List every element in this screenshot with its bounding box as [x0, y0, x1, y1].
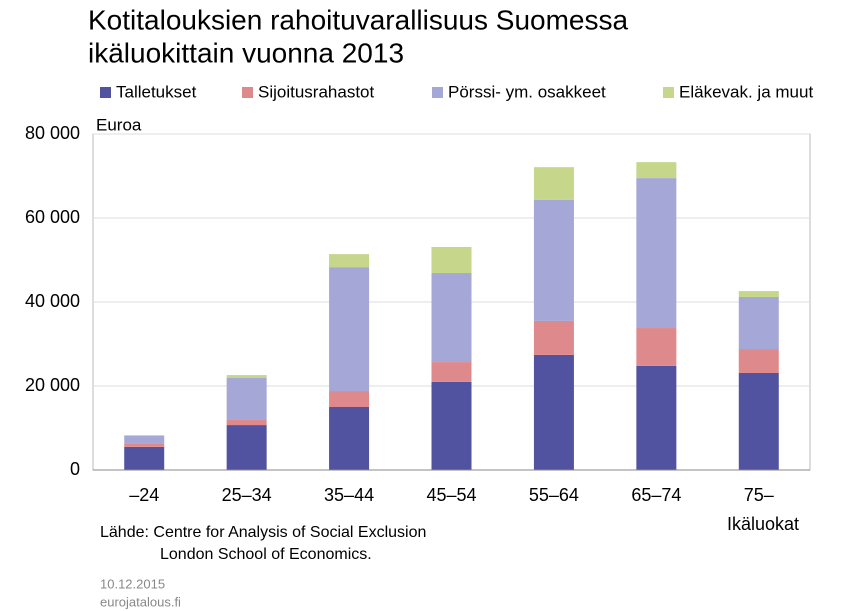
bar-segment: [124, 435, 165, 444]
chart-title: Kotitalouksien rahoituvarallisuus Suomes…: [88, 4, 628, 35]
bar-segment: [124, 446, 165, 470]
legend-label: Pörssi- ym. osakkeet: [448, 82, 606, 101]
bar-segment: [226, 375, 267, 379]
bar-segment: [226, 419, 267, 426]
bar-segment: [738, 372, 779, 470]
bar-segment: [431, 381, 472, 470]
bar-segment: [636, 365, 677, 470]
legend-swatch: [432, 87, 443, 98]
date: 10.12.2015: [100, 576, 165, 591]
legend-label: Sijoitusrahastot: [258, 82, 375, 101]
bar-segment: [533, 199, 574, 321]
bar-segment: [533, 354, 574, 470]
bar-segment: [431, 246, 472, 274]
x-tick-label: 65–74: [631, 485, 681, 505]
y-tick-label: 40 000: [25, 291, 80, 311]
bar-segment: [329, 267, 370, 392]
legend-swatch: [100, 87, 111, 98]
legend-swatch: [242, 87, 253, 98]
bar-segment: [431, 362, 472, 382]
bar-segment: [329, 254, 370, 268]
y-tick-label: 80 000: [25, 123, 80, 143]
x-tick-label: 55–64: [529, 485, 579, 505]
legend-label: Eläkevak. ja muut: [679, 82, 813, 101]
bar-segment: [431, 273, 472, 363]
bar-segment: [124, 443, 165, 447]
y-axis-label: Euroa: [96, 115, 142, 134]
bar-segment: [738, 296, 779, 350]
bar-segment: [738, 349, 779, 373]
bar-segment: [226, 378, 267, 420]
bar-segment: [738, 291, 779, 297]
legend-swatch: [663, 87, 674, 98]
x-tick-label: 35–44: [324, 485, 374, 505]
x-axis-label: Ikäluokat: [727, 514, 799, 534]
bar-segment: [636, 178, 677, 329]
x-tick-label: –24: [129, 485, 159, 505]
bar-segment: [533, 167, 574, 200]
bar-segment: [329, 391, 370, 407]
source: London School of Economics.: [160, 546, 372, 563]
bar-segment: [226, 425, 267, 470]
bar-segment: [124, 435, 165, 436]
site: eurojatalous.fi: [100, 594, 181, 609]
bar-segment: [636, 162, 677, 179]
source: Lähde: Centre for Analysis of Social Exc…: [100, 524, 426, 541]
bar-segment: [533, 320, 574, 355]
chart-title: ikäluokittain vuonna 2013: [88, 37, 404, 68]
y-tick-label: 60 000: [25, 207, 80, 227]
x-tick-label: 25–34: [222, 485, 272, 505]
x-tick-label: 45–54: [426, 485, 476, 505]
legend-label: Talletukset: [116, 82, 197, 101]
bar-segment: [636, 328, 677, 366]
x-tick-label: 75–: [744, 485, 774, 505]
bar-segment: [329, 407, 370, 470]
y-tick-label: 0: [70, 459, 80, 479]
y-tick-label: 20 000: [25, 375, 80, 395]
